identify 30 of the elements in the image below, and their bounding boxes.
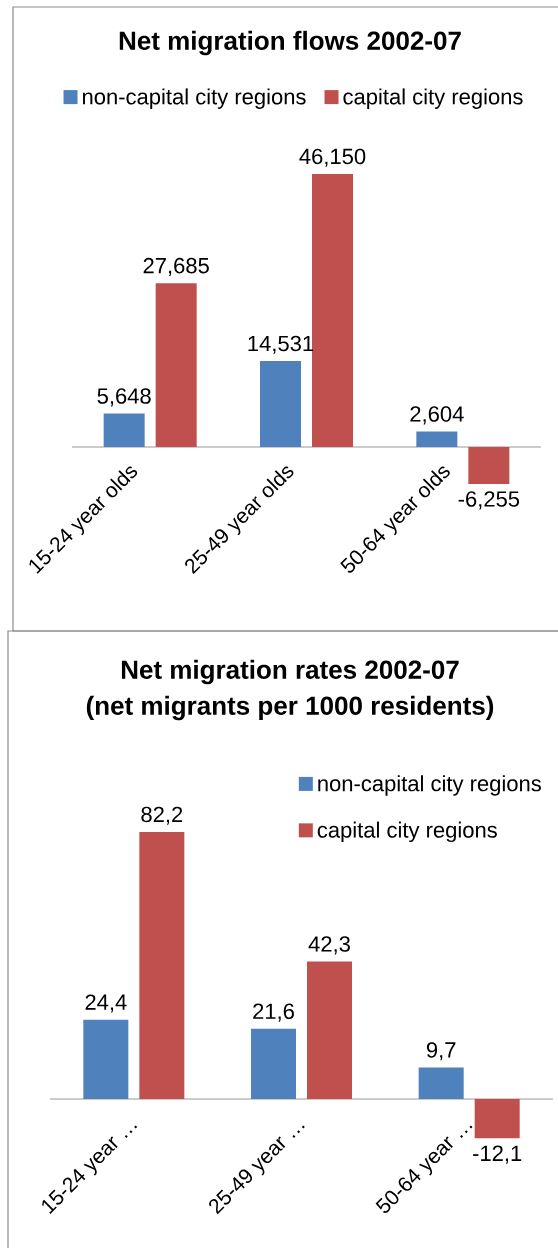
bar [474, 1099, 520, 1139]
data-label: -6,255 [458, 491, 520, 510]
legend-label: capital city regions [317, 821, 497, 843]
data-label: -12,1 [473, 1145, 522, 1164]
data-label: 21,6 [253, 1003, 294, 1022]
bar [83, 1019, 129, 1100]
legend-label: capital city regions [343, 88, 523, 109]
data-label: 82,2 [141, 806, 183, 825]
bar [418, 1067, 464, 1100]
bar [260, 361, 301, 448]
data-label: 2,604 [410, 406, 464, 425]
chart-subtitle: (net migrants per 1000 residents) [86, 695, 494, 721]
bar [416, 431, 458, 448]
data-label: 5,648 [97, 388, 151, 407]
chart-title: Net migration rates 2002-07 [121, 659, 459, 685]
data-label: 24,4 [85, 994, 127, 1013]
data-label: 42,3 [308, 936, 350, 955]
bar [103, 413, 145, 448]
bar [307, 961, 352, 1100]
bar [251, 1028, 296, 1100]
legend-label: non-capital city regions [318, 775, 541, 796]
legend-label: non-capital city regions [82, 88, 306, 109]
data-label: 46,150 [299, 148, 366, 167]
data-label: 27,685 [143, 257, 209, 277]
bar [468, 447, 510, 485]
chart-title: Net migration flows 2002-07 [119, 30, 461, 56]
data-label: 9,7 [426, 1042, 456, 1061]
bar [139, 832, 185, 1100]
bar [312, 174, 353, 448]
bar [155, 283, 197, 448]
